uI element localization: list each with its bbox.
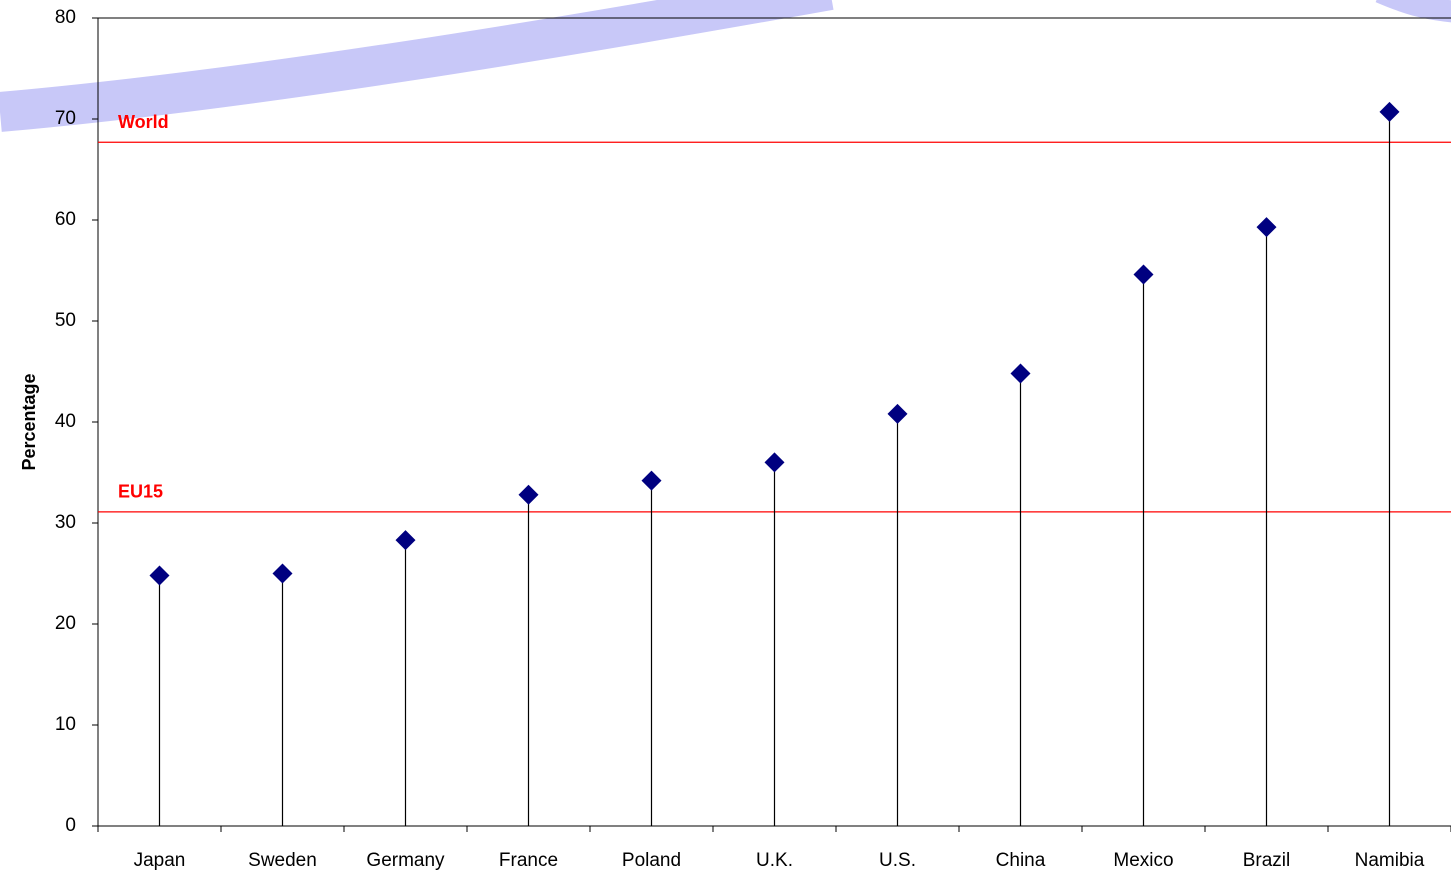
marker: [641, 470, 662, 491]
decoration-swoosh: [0, 0, 834, 132]
y-tick-label: 50: [55, 310, 76, 331]
y-tick-label: 20: [55, 613, 76, 634]
y-tick-label: 40: [55, 411, 76, 432]
y-tick-label: 10: [55, 714, 76, 735]
marker: [272, 563, 293, 584]
marker: [1379, 101, 1400, 122]
y-axis-label: Percentage: [19, 373, 39, 470]
marker: [887, 403, 908, 424]
marker: [1133, 264, 1154, 285]
x-tick-label: Mexico: [1113, 850, 1173, 871]
y-tick-label: 80: [55, 7, 76, 28]
x-tick-label: China: [996, 850, 1046, 871]
marker: [395, 530, 416, 551]
x-tick-label: France: [499, 850, 558, 871]
x-tick-label: U.S.: [879, 850, 916, 871]
marker: [1010, 363, 1031, 384]
y-tick-label: 0: [65, 815, 76, 836]
x-tick-label: Sweden: [248, 850, 317, 871]
x-tick-label: Germany: [366, 850, 445, 871]
x-tick-label: Brazil: [1243, 850, 1291, 871]
marker: [1256, 217, 1277, 238]
x-tick-label: U.K.: [756, 850, 793, 871]
x-tick-label: Poland: [622, 850, 681, 871]
x-tick-label: Japan: [134, 850, 186, 871]
y-tick-label: 60: [55, 209, 76, 230]
x-tick-label: Namibia: [1355, 850, 1425, 871]
marker: [764, 452, 785, 473]
marker: [149, 565, 170, 586]
reference-label: World: [118, 112, 169, 132]
y-tick-label: 70: [55, 108, 76, 129]
marker: [518, 484, 539, 505]
reference-label: EU15: [118, 482, 163, 502]
y-tick-label: 30: [55, 512, 76, 533]
decoration-swoosh: [1375, 0, 1451, 23]
